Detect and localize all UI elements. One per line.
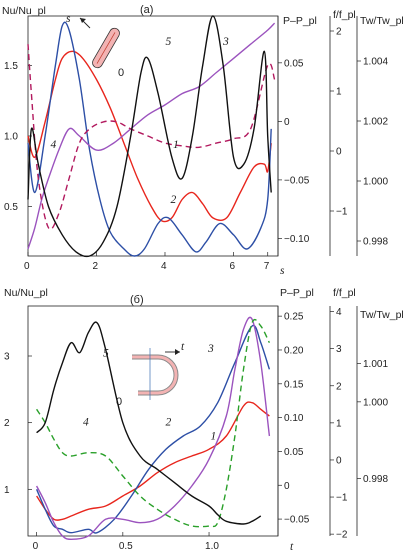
panel-a-xlabel: s <box>280 265 285 277</box>
panel-a-y_r2-tick-label: 1 <box>336 87 342 98</box>
panel-a-curve-label-5: 5 <box>166 36 172 48</box>
panel-b-curve-label-5: 5 <box>103 348 109 360</box>
svg-text:0: 0 <box>118 67 124 79</box>
panel-a-ylabel-left: Nu/Nu_pl <box>2 5 46 17</box>
panel-a-y_r1-tick-label: 0.05 <box>284 58 304 69</box>
panel-a-ylabel-friction: f/f_pl <box>333 9 356 21</box>
panel-a-series-4-line <box>27 44 276 230</box>
panel-b-ytick-label: 2 <box>4 418 10 429</box>
panel-a-series-2-line <box>27 21 272 257</box>
panel-b-label: (б) <box>130 294 144 306</box>
panel-a-ytick-label: 1.5 <box>4 61 18 72</box>
panel-b: (б) Nu/Nu_pl P–P_pl f/f_pl Tw/Tw_pl t t … <box>4 287 404 553</box>
panel-b-y_r2-tick-label: 3 <box>336 344 342 355</box>
panel-b-xtick-label: 0.5 <box>119 541 133 552</box>
panel-a-curve-label-2: 2 <box>171 194 177 206</box>
panel-b-xtick-label: 1.0 <box>205 541 219 552</box>
panel-a-label: (a) <box>140 4 153 16</box>
panel-a: (a) Nu/Nu_pl P–P_pl f/f_pl Tw/Tw_pl s s … <box>2 4 404 277</box>
panel-a-series-3-line <box>27 22 276 250</box>
panel-a-ylabel-wall-temp: Tw/Tw_pl <box>360 15 404 27</box>
panel-a-xtick-label: 7 <box>264 261 270 272</box>
panel-b-y_r2-tick-label: 4 <box>336 307 342 318</box>
panel-b-ylabel-wall-temp: Tw/Tw_pl <box>360 309 404 321</box>
panel-a-y_r3-tick-label: 0.998 <box>363 237 388 248</box>
panel-b-ylabel-friction: f/f_pl <box>333 287 356 299</box>
panel-b-y_r1-tick-label: 0.05 <box>284 447 304 458</box>
panel-b-y_r3-tick-label: 0.998 <box>363 474 388 485</box>
panel-b-y_r2-tick-label: 0 <box>336 455 342 466</box>
panel-b-series-1-line <box>36 401 270 521</box>
panel-b-y_r3-tick-label: 1.001 <box>363 359 388 370</box>
panel-a-curve-label-4: 4 <box>51 139 57 151</box>
panel-b-ytick-label: 1 <box>4 485 10 496</box>
panel-a-xtick-label: 0 <box>24 261 30 272</box>
panel-b-series-5-line <box>36 321 262 525</box>
panel-b-y_r2-tick-label: 2 <box>336 381 342 392</box>
panel-a-ytick-label: 1.0 <box>4 132 18 143</box>
panel-a-y_r2-tick-label: −1 <box>336 207 348 218</box>
panel-a-y_r2-tick-label: 0 <box>336 147 342 158</box>
panel-a-series-1-line <box>27 50 272 223</box>
panel-a-xtick-label: 2 <box>92 261 98 272</box>
panel-a-y_r1-tick-label: 0 <box>284 117 290 128</box>
panel-a-y_r1-tick-label: −0.05 <box>284 175 310 186</box>
panel-b-series-3-line <box>35 316 271 541</box>
panel-a-ylabel-pressure: P–P_pl <box>283 15 317 27</box>
panel-b-bend-schematic: t 0 <box>116 341 185 408</box>
panel-b-y_r1-tick-label: −0.05 <box>284 515 310 526</box>
panel-b-series-4-line <box>36 318 271 528</box>
panel-a-tube-schematic: s 0 <box>66 13 124 79</box>
panel-b-y_r1-tick-label: 0.20 <box>284 345 304 356</box>
panel-b-y_r2-tick-label: 1 <box>336 418 342 429</box>
panel-b-y_r1-tick-label: 0 <box>284 481 290 492</box>
panel-a-curve-label-1: 1 <box>173 139 179 151</box>
panel-b-curve-label-4: 4 <box>83 417 89 429</box>
panel-a-y_r3-tick-label: 1.000 <box>363 177 388 188</box>
panel-a-xtick-label: 6 <box>229 261 235 272</box>
panel-b-curve-label-2: 2 <box>166 417 172 429</box>
panel-a-y_r3-tick-label: 1.004 <box>363 57 388 68</box>
panel-b-curve-label-3: 3 <box>207 343 214 355</box>
panel-b-xtick-label: 0 <box>33 541 39 552</box>
svg-text:0: 0 <box>116 396 122 408</box>
panel-a-y_r2-tick-label: 2 <box>336 27 342 38</box>
panel-b-ylabel-pressure: P–P_pl <box>280 287 314 299</box>
panel-b-xlabel: t <box>290 541 294 553</box>
panel-b-ytick-label: 3 <box>4 352 10 363</box>
panel-b-ylabel-left: Nu/Nu_pl <box>4 287 48 299</box>
svg-text:s: s <box>66 13 71 25</box>
svg-text:t: t <box>181 341 185 353</box>
panel-b-y_r1-tick-label: 0.10 <box>284 413 304 424</box>
panel-a-ytick-label: 0.5 <box>4 202 18 213</box>
panel-a-y_r3-tick-label: 1.002 <box>363 117 388 128</box>
panel-a-curve-label-3: 3 <box>222 36 229 48</box>
panel-a-xtick-label: 4 <box>161 261 167 272</box>
panel-b-y_r1-tick-label: 0.25 <box>284 312 304 323</box>
panel-b-y_r2-tick-label: −1 <box>336 493 348 504</box>
panel-a-series-5-line <box>27 15 272 258</box>
panel-a-y_r1-tick-label: −0.10 <box>284 234 310 245</box>
panel-b-y_r2-tick-label: −2 <box>336 530 348 541</box>
panel-b-curve-label-1: 1 <box>211 430 217 442</box>
panel-b-y_r3-tick-label: 1.000 <box>363 397 388 408</box>
panel-b-y_r1-tick-label: 0.15 <box>284 379 304 390</box>
